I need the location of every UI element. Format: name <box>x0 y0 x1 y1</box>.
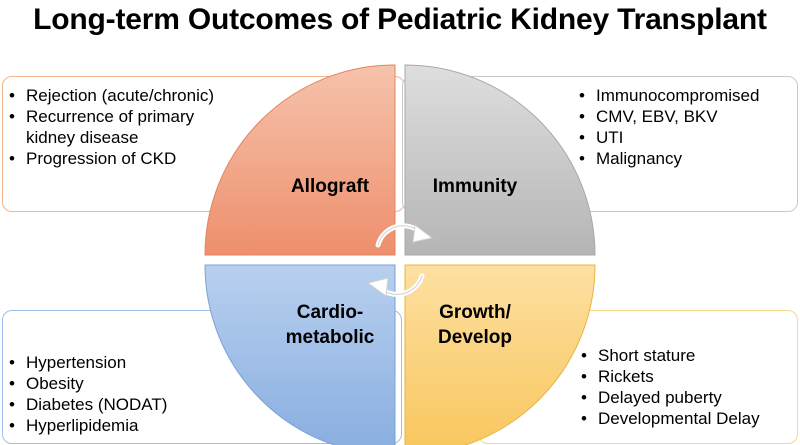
growth-label-line1: Growth/ <box>439 302 511 323</box>
cardiometabolic-quadrant <box>204 264 396 445</box>
list-item: Hypertension <box>8 352 228 373</box>
list-item: CMV, EBV, BKV <box>578 106 793 127</box>
cardiometabolic-outcomes-list: Hypertension Obesity Diabetes (NODAT) Hy… <box>8 352 228 436</box>
allograft-quadrant <box>204 64 396 256</box>
immunity-label: Immunity <box>432 176 518 197</box>
growth-label-line2: Develop <box>438 327 512 348</box>
list-item: Progression of CKD <box>8 148 248 169</box>
diagram-title: Long-term Outcomes of Pediatric Kidney T… <box>33 3 767 36</box>
list-item: Delayed puberty <box>580 387 795 408</box>
list-item: Rejection (acute/chronic) <box>8 85 248 106</box>
list-item: UTI <box>578 127 793 148</box>
growth-quadrant <box>404 264 596 445</box>
immunity-quadrant <box>404 64 596 256</box>
list-item: Rickets <box>580 366 795 387</box>
immunity-outcomes-list: Immunocompromised CMV, EBV, BKV UTI Mali… <box>578 85 793 169</box>
cardiometabolic-label-line1: Cardio- <box>296 302 364 323</box>
growth-label: Growth/ Develop <box>420 300 530 350</box>
list-item: Immunocompromised <box>578 85 793 106</box>
cardiometabolic-label-line2: metabolic <box>285 327 375 348</box>
list-item: Obesity <box>8 373 228 394</box>
list-item: Developmental Delay <box>580 408 795 429</box>
list-item: Recurrence of primary kidney disease <box>8 106 248 148</box>
list-item: Diabetes (NODAT) <box>8 394 228 415</box>
list-item: Malignancy <box>578 148 793 169</box>
allograft-label: Allograft <box>290 176 370 197</box>
cardiometabolic-label: Cardio- metabolic <box>270 300 390 350</box>
list-item: Short stature <box>580 345 795 366</box>
list-item: Hyperlipidemia <box>8 415 228 436</box>
allograft-outcomes-list: Rejection (acute/chronic) Recurrence of … <box>8 85 248 169</box>
growth-outcomes-list: Short stature Rickets Delayed puberty De… <box>580 345 795 429</box>
